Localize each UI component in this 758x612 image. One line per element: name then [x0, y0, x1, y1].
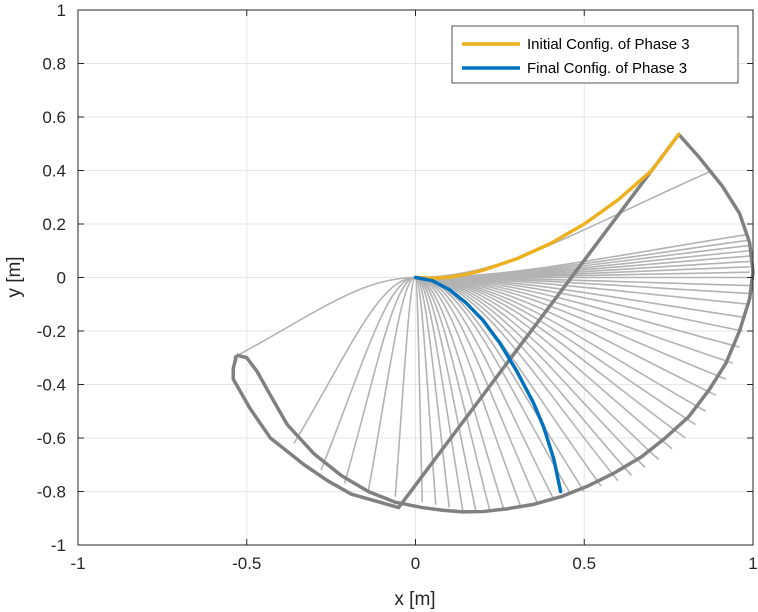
legend-box — [451, 25, 739, 84]
intermediate-config-line — [415, 276, 464, 511]
intermediate-config-line — [414, 276, 424, 503]
intermediate-config-line — [320, 276, 416, 471]
x-tick-label: 1 — [748, 554, 757, 573]
y-tick-label: 0.2 — [42, 215, 66, 234]
y-tick-label: -0.4 — [37, 376, 66, 395]
intermediate-config-line — [415, 276, 555, 500]
series-line-initial — [413, 132, 681, 281]
tick-labels: -1 -0.5 0 0.5 1 1 0.8 0.6 0.4 0.2 0 -0.2 -0.4 -0.6 -0.… — [37, 1, 758, 573]
intermediate-config-line — [415, 276, 451, 508]
y-tick-label: -0.8 — [37, 483, 66, 502]
intermediate-config-line — [394, 276, 417, 497]
intermediate-config-line — [414, 276, 437, 505]
x-tick-label: -1 — [70, 554, 85, 573]
y-tick-label: 1 — [57, 1, 66, 20]
legend: Initial Config. of Phase 3 Final Config.… — [451, 25, 739, 84]
y-tick-label: -1 — [51, 536, 66, 555]
intermediate-config-line — [343, 276, 416, 484]
x-tick-label: 0.5 — [572, 554, 596, 573]
intermediate-config-line — [415, 276, 538, 503]
y-tick-label: 0 — [57, 269, 66, 288]
legend-label-initial: Initial Config. of Phase 3 — [527, 36, 690, 53]
intermediate-config-line — [415, 276, 478, 514]
tip-trajectory-line — [231, 132, 755, 514]
intermediate-config-line — [367, 276, 416, 492]
legend-label-final: Final Config. of Phase 3 — [527, 60, 687, 77]
intermediate-config-line — [415, 276, 505, 508]
plot-lines — [231, 132, 755, 514]
y-tick-label: 0.6 — [42, 108, 66, 127]
y-axis-label: y [m] — [4, 256, 25, 297]
intermediate-config-line — [415, 276, 491, 511]
x-tick-label: -0.5 — [232, 554, 261, 573]
x-tick-label: 0 — [411, 554, 420, 573]
intermediate-config-line — [293, 276, 416, 444]
intermediate-config-line — [232, 276, 416, 359]
y-tick-label: -0.6 — [37, 429, 66, 448]
y-tick-label: -0.2 — [37, 322, 66, 341]
series-line-final — [413, 275, 563, 494]
y-tick-label: 0.8 — [42, 55, 66, 74]
x-axis-label: x [m] — [394, 589, 435, 610]
intermediate-config-line — [415, 276, 521, 506]
ticks — [77, 9, 754, 546]
y-tick-label: 0.4 — [42, 162, 66, 181]
